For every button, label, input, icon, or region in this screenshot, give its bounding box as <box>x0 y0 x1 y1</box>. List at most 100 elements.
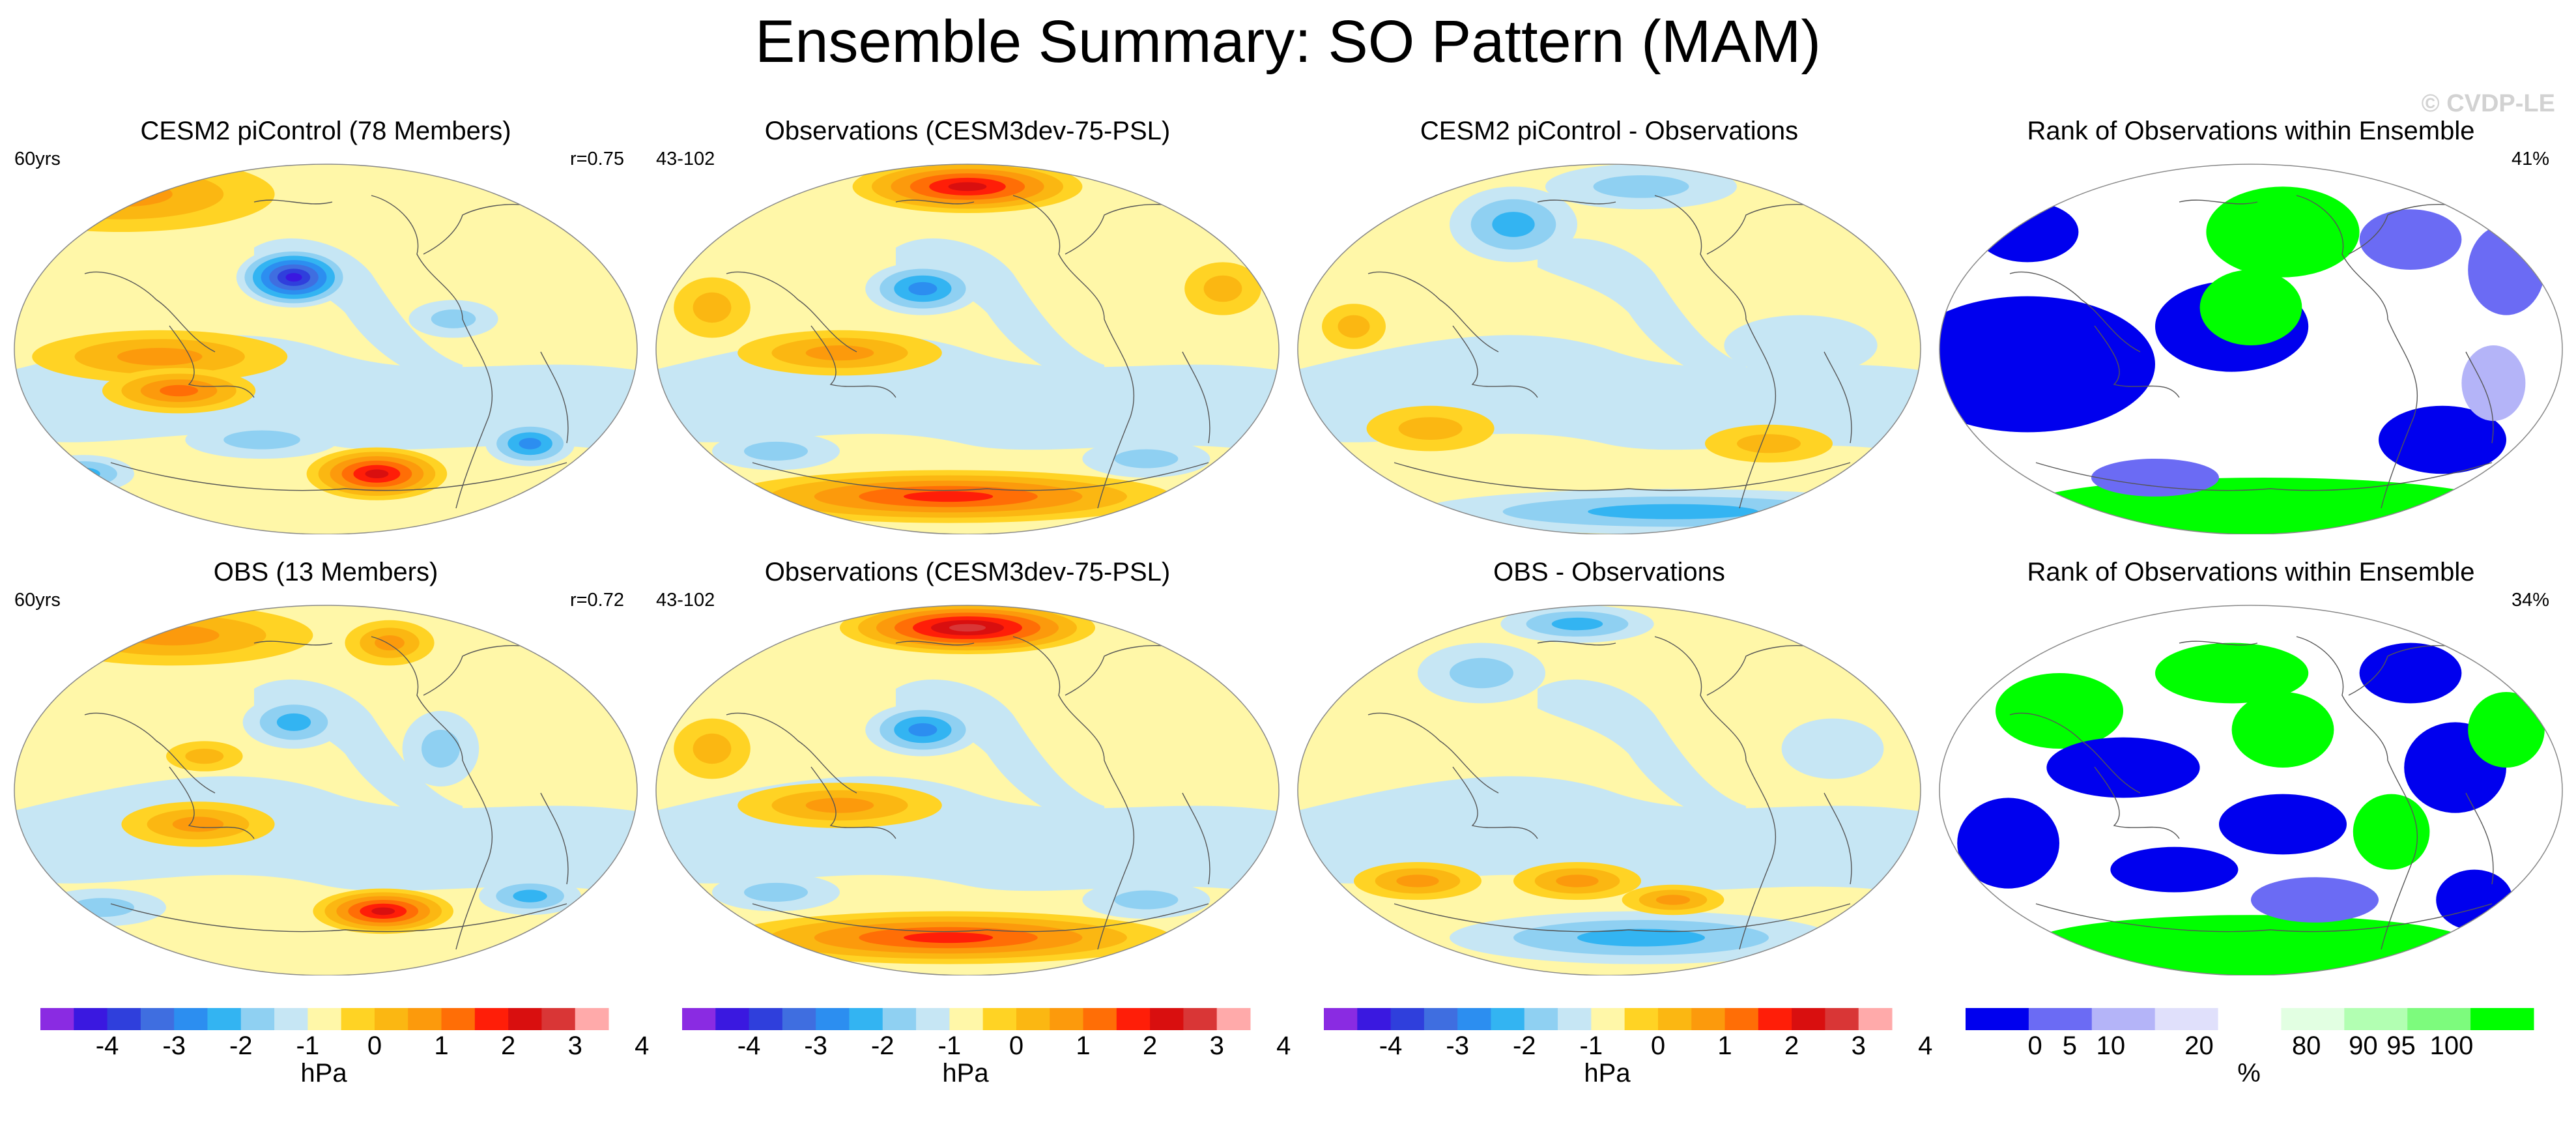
coastline <box>423 203 528 255</box>
colorbar-swatch <box>1524 1008 1558 1030</box>
colorbar-swatch <box>441 1008 476 1030</box>
coastline <box>2009 712 2141 794</box>
coastline <box>1824 351 1852 444</box>
anomaly-contour <box>2436 869 2513 930</box>
anomaly-contour <box>276 713 311 731</box>
anomaly-contour <box>1781 718 1884 779</box>
coastline <box>1394 903 1851 932</box>
anomaly-contour <box>1492 212 1535 237</box>
colorbar-swatch <box>1558 1008 1592 1030</box>
anomaly-contour <box>2359 642 2462 704</box>
anomaly-contour <box>2231 692 2334 768</box>
coastline <box>752 903 1209 932</box>
colorbar-swatch <box>74 1008 108 1030</box>
anomaly-contour <box>2027 915 2474 975</box>
anomaly-contour <box>1737 434 1801 454</box>
anomaly-contour <box>1588 504 1758 519</box>
colorbar-tick-label: -3 <box>1446 1031 1469 1060</box>
colorbar-swatch <box>916 1008 950 1030</box>
coastline <box>2348 203 2454 255</box>
panel-cesm2-picontrol: CESM2 piControl (78 Members) 60yrs r=0.7… <box>7 116 645 534</box>
colorbar-swatch <box>508 1008 542 1030</box>
colorbar-swatch <box>575 1008 609 1030</box>
colorbar-swatches <box>682 1008 1251 1030</box>
coastline <box>1824 792 1852 885</box>
map-0 <box>14 164 638 534</box>
coastline <box>84 712 216 794</box>
map-3 <box>1939 164 2563 534</box>
panel-period: 43-102 <box>656 149 715 169</box>
colorbar-tick-label: 100 <box>2429 1031 2474 1060</box>
panel-title: Observations (CESM3dev-75-PSL) <box>764 558 1171 586</box>
colorbar-swatch <box>541 1008 576 1030</box>
coastline <box>810 325 896 398</box>
coastline <box>1537 641 1616 646</box>
colorbar-swatch <box>715 1008 750 1030</box>
colorbar-swatch <box>107 1008 141 1030</box>
coastline <box>169 766 255 839</box>
colorbar-swatch <box>240 1008 275 1030</box>
coastline <box>895 641 975 646</box>
map-border <box>1297 605 1921 975</box>
anomaly-contour <box>160 384 198 397</box>
map-border <box>14 164 638 534</box>
coastline <box>1452 325 1538 398</box>
colorbar-tick-label: 0 <box>2027 1031 2042 1060</box>
colorbar-tick-label: -4 <box>737 1031 761 1060</box>
colorbar-swatches <box>40 1008 609 1030</box>
anomaly-contour <box>2199 270 2302 345</box>
colorbar-swatch <box>682 1008 716 1030</box>
map-6 <box>1297 605 1921 975</box>
coastline <box>2296 636 2418 950</box>
coastline <box>2348 644 2454 696</box>
coastline <box>1654 195 1777 509</box>
colorbar-unit: % <box>2237 1059 2261 1088</box>
colorbar-swatch <box>882 1008 917 1030</box>
panel-rank: Rank of Observations within Ensemble 41% <box>1932 116 2570 534</box>
anomaly-contour <box>1957 798 2059 889</box>
colorbar-tick-label: 2 <box>500 1031 516 1060</box>
coastline <box>2035 903 2493 932</box>
anomaly-contour <box>371 907 395 915</box>
anomaly-contour <box>2206 186 2360 278</box>
map-border <box>1297 164 1921 534</box>
anomaly-contour <box>365 469 389 478</box>
coastline <box>1065 203 1170 255</box>
map-7 <box>1939 605 2563 975</box>
anomaly-contour <box>2251 877 2379 923</box>
anomaly-contour <box>2461 345 2526 421</box>
panel-difference-2: OBS - Observations <box>1290 557 1928 975</box>
coastline <box>2179 641 2258 646</box>
colorbar-swatch <box>2091 1008 2156 1030</box>
anomaly-contour <box>19 169 224 220</box>
colorbar-tick-label: 4 <box>1276 1031 1291 1060</box>
coastline <box>2179 199 2258 205</box>
colorbar-unit: hPa <box>942 1059 989 1088</box>
colorbar-tick-label: 2 <box>1142 1031 1158 1060</box>
coastline <box>169 325 255 398</box>
map-2 <box>1297 164 1921 534</box>
colorbar-swatch <box>2407 1008 2471 1030</box>
anomaly-contour <box>117 347 203 366</box>
colorbar-tick-label: 20 <box>2184 1031 2214 1060</box>
coastline <box>1452 766 1538 839</box>
colorbar-tick-label: 4 <box>635 1031 650 1060</box>
anomaly-contour <box>223 430 300 450</box>
anomaly-contour <box>2155 642 2309 704</box>
anomaly-contour <box>904 932 994 944</box>
panel-stat: 34% <box>2511 590 2549 611</box>
anomaly-contour <box>1577 929 1705 947</box>
coastline <box>1182 351 1210 444</box>
anomaly-contour <box>1976 201 2079 263</box>
anomaly-contour <box>908 723 937 737</box>
colorbar-swatch <box>2281 1008 2345 1030</box>
colorbar-swatches <box>1966 1008 2534 1030</box>
colorbar-swatch <box>1050 1008 1084 1030</box>
colorbar-swatch <box>1357 1008 1392 1030</box>
colorbar-tick-label: 3 <box>1209 1031 1224 1060</box>
colorbar-tick-label: 0 <box>1650 1031 1666 1060</box>
panel-title: Rank of Observations within Ensemble <box>2027 558 2475 586</box>
coastline <box>540 351 569 444</box>
anomaly-contour <box>744 441 808 461</box>
anomaly-contour <box>1450 657 1513 689</box>
